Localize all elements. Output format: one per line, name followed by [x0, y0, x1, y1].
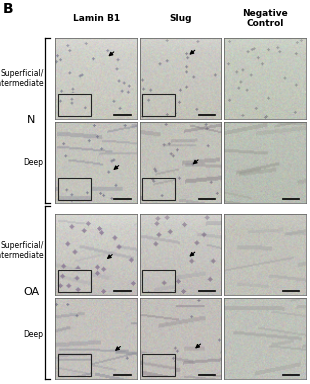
Text: Negative
Control: Negative Control — [242, 9, 288, 28]
Text: B: B — [3, 2, 14, 16]
Text: Superficial/
Intermediate: Superficial/ Intermediate — [0, 69, 43, 88]
Bar — [58, 177, 91, 200]
Bar — [142, 177, 175, 200]
Bar — [142, 94, 175, 116]
Text: Slug: Slug — [169, 14, 192, 23]
Bar — [58, 270, 91, 292]
Bar — [142, 354, 175, 376]
Text: N: N — [27, 115, 35, 125]
Text: Superficial/
Intermediate: Superficial/ Intermediate — [0, 240, 43, 260]
Text: Deep: Deep — [23, 329, 43, 339]
Text: Deep: Deep — [23, 158, 43, 167]
Bar — [142, 270, 175, 292]
Text: OA: OA — [23, 287, 39, 297]
Text: Lamin B1: Lamin B1 — [73, 14, 120, 23]
Bar — [58, 354, 91, 376]
Bar — [58, 94, 91, 116]
